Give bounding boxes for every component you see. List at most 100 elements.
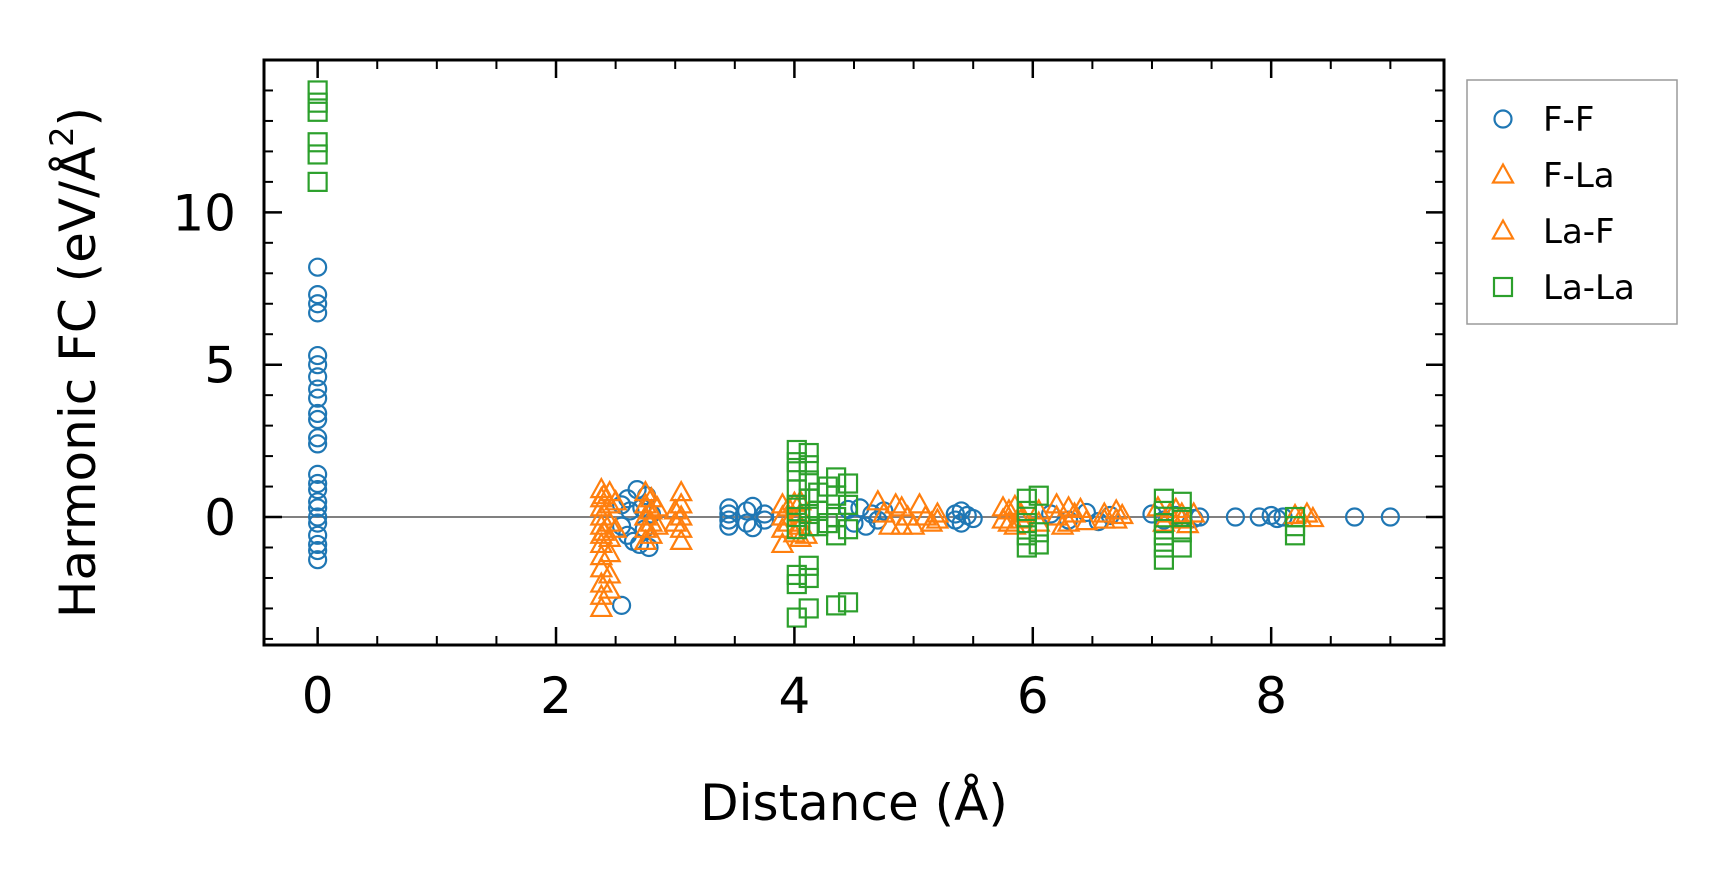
data-point <box>308 285 328 305</box>
y-tick-label: 10 <box>172 184 236 242</box>
legend-label: F-F <box>1543 100 1594 140</box>
data-point <box>597 562 622 584</box>
data-point <box>308 257 328 277</box>
series-la-la <box>307 80 1306 628</box>
data-point <box>1008 507 1033 529</box>
data-point <box>1169 501 1194 523</box>
data-point <box>963 508 983 529</box>
data-point <box>308 464 328 484</box>
data-point <box>1225 507 1246 527</box>
y-axis-title-superscript: 2 <box>43 126 81 146</box>
data-point <box>589 583 614 605</box>
data-point <box>1026 510 1051 532</box>
data-point <box>308 498 328 518</box>
data-point <box>1171 506 1192 528</box>
data-point <box>308 534 328 555</box>
data-point <box>620 501 640 521</box>
data-point <box>1181 501 1206 523</box>
data-point <box>1104 507 1129 529</box>
data-point <box>308 294 328 314</box>
data-point <box>1283 502 1307 525</box>
data-point <box>308 388 328 408</box>
legend-label: La-F <box>1543 212 1615 252</box>
data-point <box>786 439 807 461</box>
data-point <box>308 480 328 500</box>
data-point <box>798 598 819 619</box>
x-tick-label: 8 <box>1255 667 1287 725</box>
data-point <box>1153 549 1174 570</box>
data-point <box>719 516 739 536</box>
data-point <box>1028 534 1049 555</box>
legend-label: La-La <box>1543 268 1635 308</box>
data-point <box>589 543 614 566</box>
data-point <box>794 522 819 544</box>
series-la-f <box>591 482 1313 544</box>
legend-marker <box>1493 109 1513 129</box>
series-f-la <box>589 476 1325 618</box>
data-point <box>307 101 328 122</box>
data-point <box>837 473 859 494</box>
series-f-f <box>308 257 1400 615</box>
y-axis-title-tail: ) <box>49 107 107 127</box>
data-point <box>1380 507 1400 527</box>
data-point <box>1153 537 1174 558</box>
data-point <box>798 567 819 589</box>
data-point <box>669 528 694 551</box>
data-point <box>308 550 328 570</box>
data-point <box>719 510 739 530</box>
legend-item: F-F <box>1493 100 1594 140</box>
data-point <box>308 367 328 387</box>
x-tick-label: 4 <box>778 667 810 725</box>
data-points <box>307 80 1400 628</box>
data-point <box>883 492 908 514</box>
data-point <box>770 531 795 554</box>
data-point <box>639 510 664 532</box>
data-point <box>308 525 328 545</box>
data-point <box>1028 522 1049 543</box>
data-point <box>1062 501 1087 523</box>
y-tick-label: 5 <box>204 337 236 395</box>
y-tick-label: 0 <box>204 489 236 547</box>
data-point <box>307 144 328 165</box>
x-tick-label: 2 <box>540 667 572 725</box>
data-point <box>308 345 328 366</box>
data-point <box>307 80 328 101</box>
data-point <box>997 498 1021 520</box>
data-point <box>798 455 819 476</box>
legend-box <box>1466 79 1678 325</box>
data-point <box>826 595 847 616</box>
data-point <box>589 595 614 618</box>
data-point <box>1092 507 1117 529</box>
data-point <box>307 132 328 153</box>
data-point <box>755 504 775 524</box>
data-point <box>837 494 859 515</box>
data-point <box>1295 501 1319 523</box>
data-point <box>1026 498 1051 520</box>
data-point <box>1104 498 1129 520</box>
data-point <box>1028 485 1049 506</box>
data-point <box>591 482 616 505</box>
data-point <box>669 516 694 538</box>
legend-marker <box>1491 162 1515 184</box>
data-point <box>1171 537 1192 558</box>
legend-label: F-La <box>1543 156 1615 196</box>
plot-frame <box>262 58 1446 647</box>
data-point <box>645 513 670 535</box>
data-point <box>737 513 757 533</box>
plot-area <box>264 80 1444 628</box>
data-point <box>889 513 914 535</box>
data-point <box>862 504 882 524</box>
data-point <box>1092 501 1117 523</box>
data-point <box>633 528 658 551</box>
data-point <box>308 434 328 454</box>
data-point <box>603 489 628 511</box>
data-point <box>308 403 328 424</box>
data-point <box>308 473 328 494</box>
data-point <box>1016 500 1037 522</box>
data-point <box>719 498 739 518</box>
data-point <box>308 379 328 399</box>
data-point <box>1171 522 1192 543</box>
data-point <box>837 519 859 540</box>
data-point <box>798 555 819 576</box>
data-point <box>1146 495 1170 517</box>
